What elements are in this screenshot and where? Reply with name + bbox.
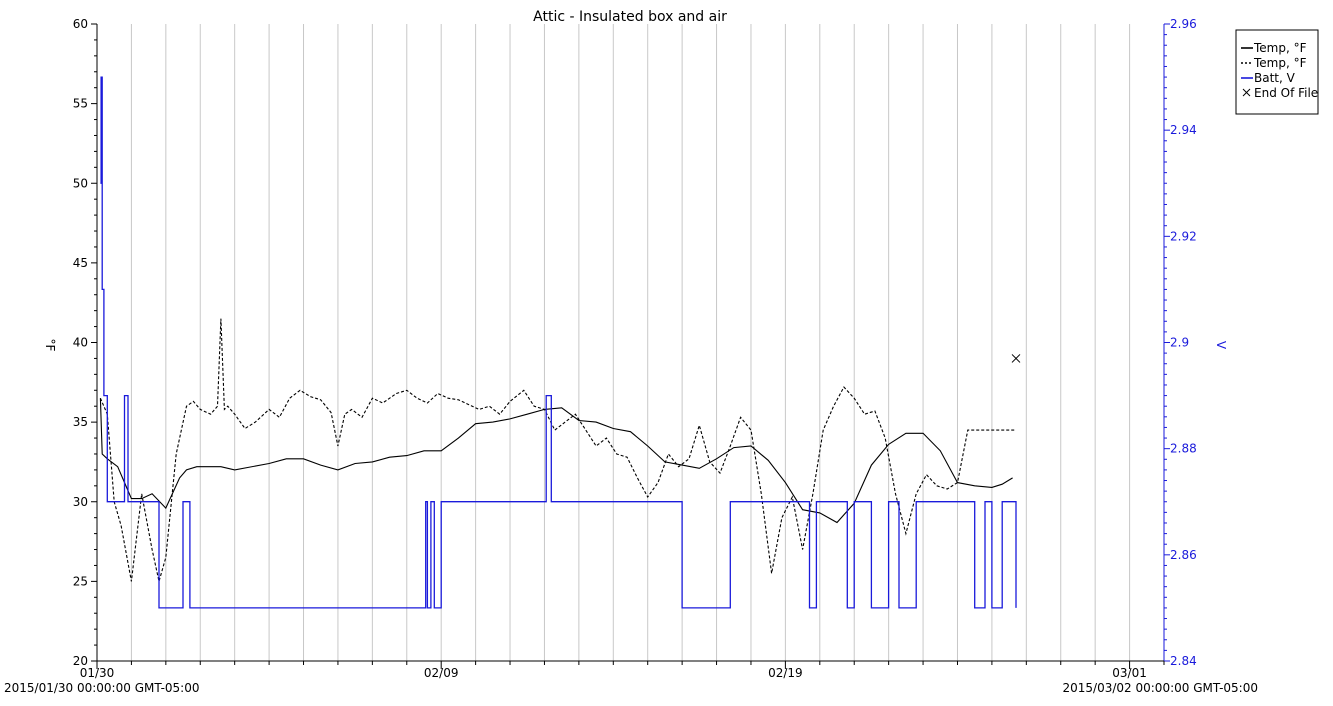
legend-box <box>1235 29 1319 115</box>
x-start-timestamp: 2015/01/30 00:00:00 GMT-05:00 <box>4 681 199 695</box>
series-line-temp-dotted <box>99 318 1016 582</box>
y-tick-label-right: 2.94 <box>1170 123 1197 137</box>
series-line-batt <box>100 76 1017 609</box>
x-tick-label: 02/19 <box>768 666 803 680</box>
y-tick-label-left: 20 <box>73 654 88 668</box>
y-tick-label-left: 55 <box>73 97 88 111</box>
y-tick-label-left: 45 <box>73 256 88 270</box>
legend-label: Batt, V <box>1254 71 1296 85</box>
y-tick-label-right: 2.9 <box>1170 336 1189 350</box>
axes: 20 25 30 35 40 45 50 55 60 2.84 2.86 2.88 2.9 2.92 2.9… <box>73 17 1197 680</box>
legend-label: Temp, °F <box>1253 41 1307 55</box>
y-tick-label-right: 2.84 <box>1170 654 1197 668</box>
series-layer <box>99 76 1021 609</box>
y-tick-label-left: 40 <box>73 336 88 350</box>
y-tick-label-right: 2.96 <box>1170 17 1197 31</box>
y-tick-label-left: 35 <box>73 415 88 429</box>
y-tick-label-left: 60 <box>73 17 88 31</box>
chart-title: Attic - Insulated box and air <box>533 9 727 25</box>
x-tick-label: 02/09 <box>424 666 459 680</box>
marker-stroke <box>1011 354 1021 363</box>
y-tick-label-left: 30 <box>73 495 88 509</box>
end-of-file-marker <box>1011 354 1021 363</box>
legend-marker <box>1242 88 1251 97</box>
x-tick-label: 01/30 <box>80 666 115 680</box>
y-tick-label-right: 2.88 <box>1170 442 1197 456</box>
y-axis-label-right: V <box>1214 341 1228 350</box>
x-end-timestamp: 2015/03/02 00:00:00 GMT-05:00 <box>1063 681 1258 695</box>
y-tick-label-left: 25 <box>73 574 88 588</box>
series-line-temp-solid <box>99 398 1013 524</box>
y-tick-label-right: 2.86 <box>1170 548 1197 562</box>
y-tick-label-right: 2.92 <box>1170 229 1197 243</box>
legend-label: Temp, °F <box>1253 56 1307 70</box>
x-tick-label: 03/01 <box>1112 666 1147 680</box>
legend-label: End Of File <box>1254 86 1318 100</box>
y-tick-label-left: 50 <box>73 176 88 190</box>
y-axis-label-left: °F <box>43 339 57 352</box>
